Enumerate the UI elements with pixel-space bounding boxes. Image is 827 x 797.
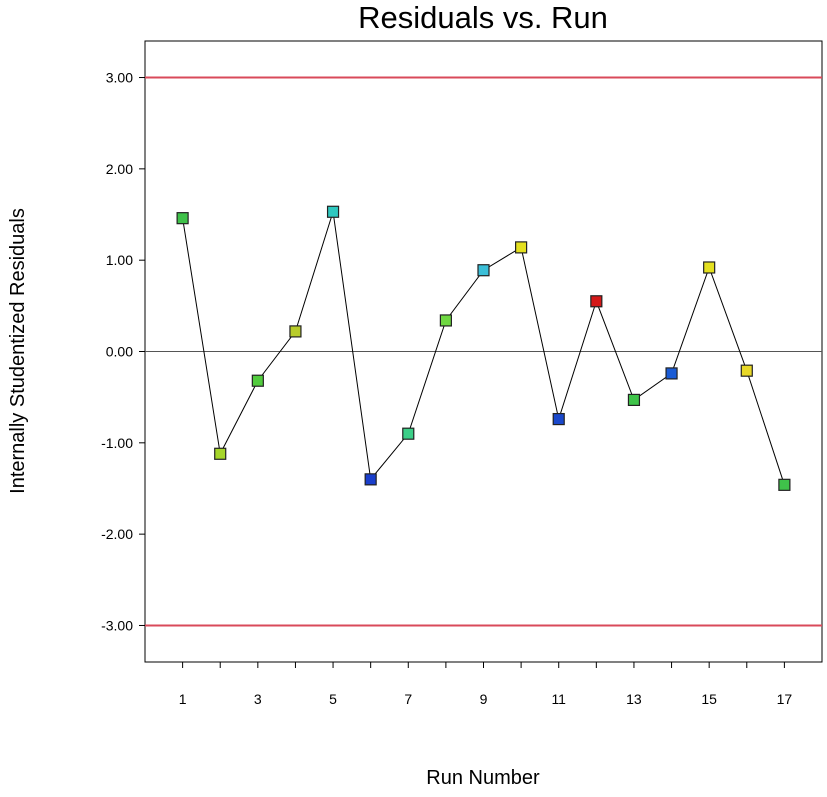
- residual-point: [402, 427, 415, 440]
- y-tick-label: -2.00: [101, 526, 133, 542]
- x-tick-label: 7: [404, 691, 412, 707]
- residual-point: [251, 374, 264, 387]
- y-tick-label: 3.00: [106, 70, 133, 86]
- residual-point: [590, 295, 603, 308]
- x-axis-label: Run Number: [426, 767, 540, 789]
- residual-point: [552, 412, 565, 426]
- residual-point: [214, 447, 227, 460]
- chart-title: Residuals vs. Run: [358, 0, 608, 35]
- x-tick-label: 1: [179, 691, 187, 707]
- control-limit-lines: [145, 76, 822, 627]
- y-tick-label: 2.00: [106, 161, 133, 177]
- residual-point: [778, 478, 791, 491]
- residual-point: [477, 264, 490, 277]
- x-axis-ticks: 1 3 5 7 9 11 13 15 17: [179, 662, 793, 707]
- y-tick-label: 1.00: [106, 252, 133, 268]
- y-axis-label: Internally Studentized Residuals: [7, 208, 29, 494]
- residual-point: [740, 364, 753, 377]
- x-tick-label: 17: [777, 691, 793, 707]
- residual-point: [627, 393, 641, 407]
- residual-point: [326, 205, 340, 218]
- residual-point: [439, 314, 452, 327]
- residual-point: [703, 261, 716, 274]
- residual-point: [289, 325, 302, 338]
- y-tick-label: -1.00: [101, 435, 133, 451]
- residual-point: [364, 473, 377, 486]
- residual-series-line: [182, 211, 785, 485]
- x-tick-label: 15: [701, 691, 717, 707]
- y-axis-ticks: 3.00 2.00 1.00 0.00 -1.00 -2.00 -3.00: [101, 70, 145, 633]
- residual-point: [515, 241, 528, 254]
- residual-point: [665, 367, 678, 380]
- x-tick-label: 9: [480, 691, 488, 707]
- y-tick-label: -3.00: [101, 617, 133, 633]
- residual-points: [176, 205, 791, 491]
- x-tick-label: 5: [329, 691, 337, 707]
- x-tick-label: 11: [551, 691, 566, 707]
- residual-point: [176, 212, 189, 225]
- x-tick-label: 13: [626, 691, 642, 707]
- x-tick-label: 3: [254, 691, 262, 707]
- y-tick-label: 0.00: [106, 344, 133, 360]
